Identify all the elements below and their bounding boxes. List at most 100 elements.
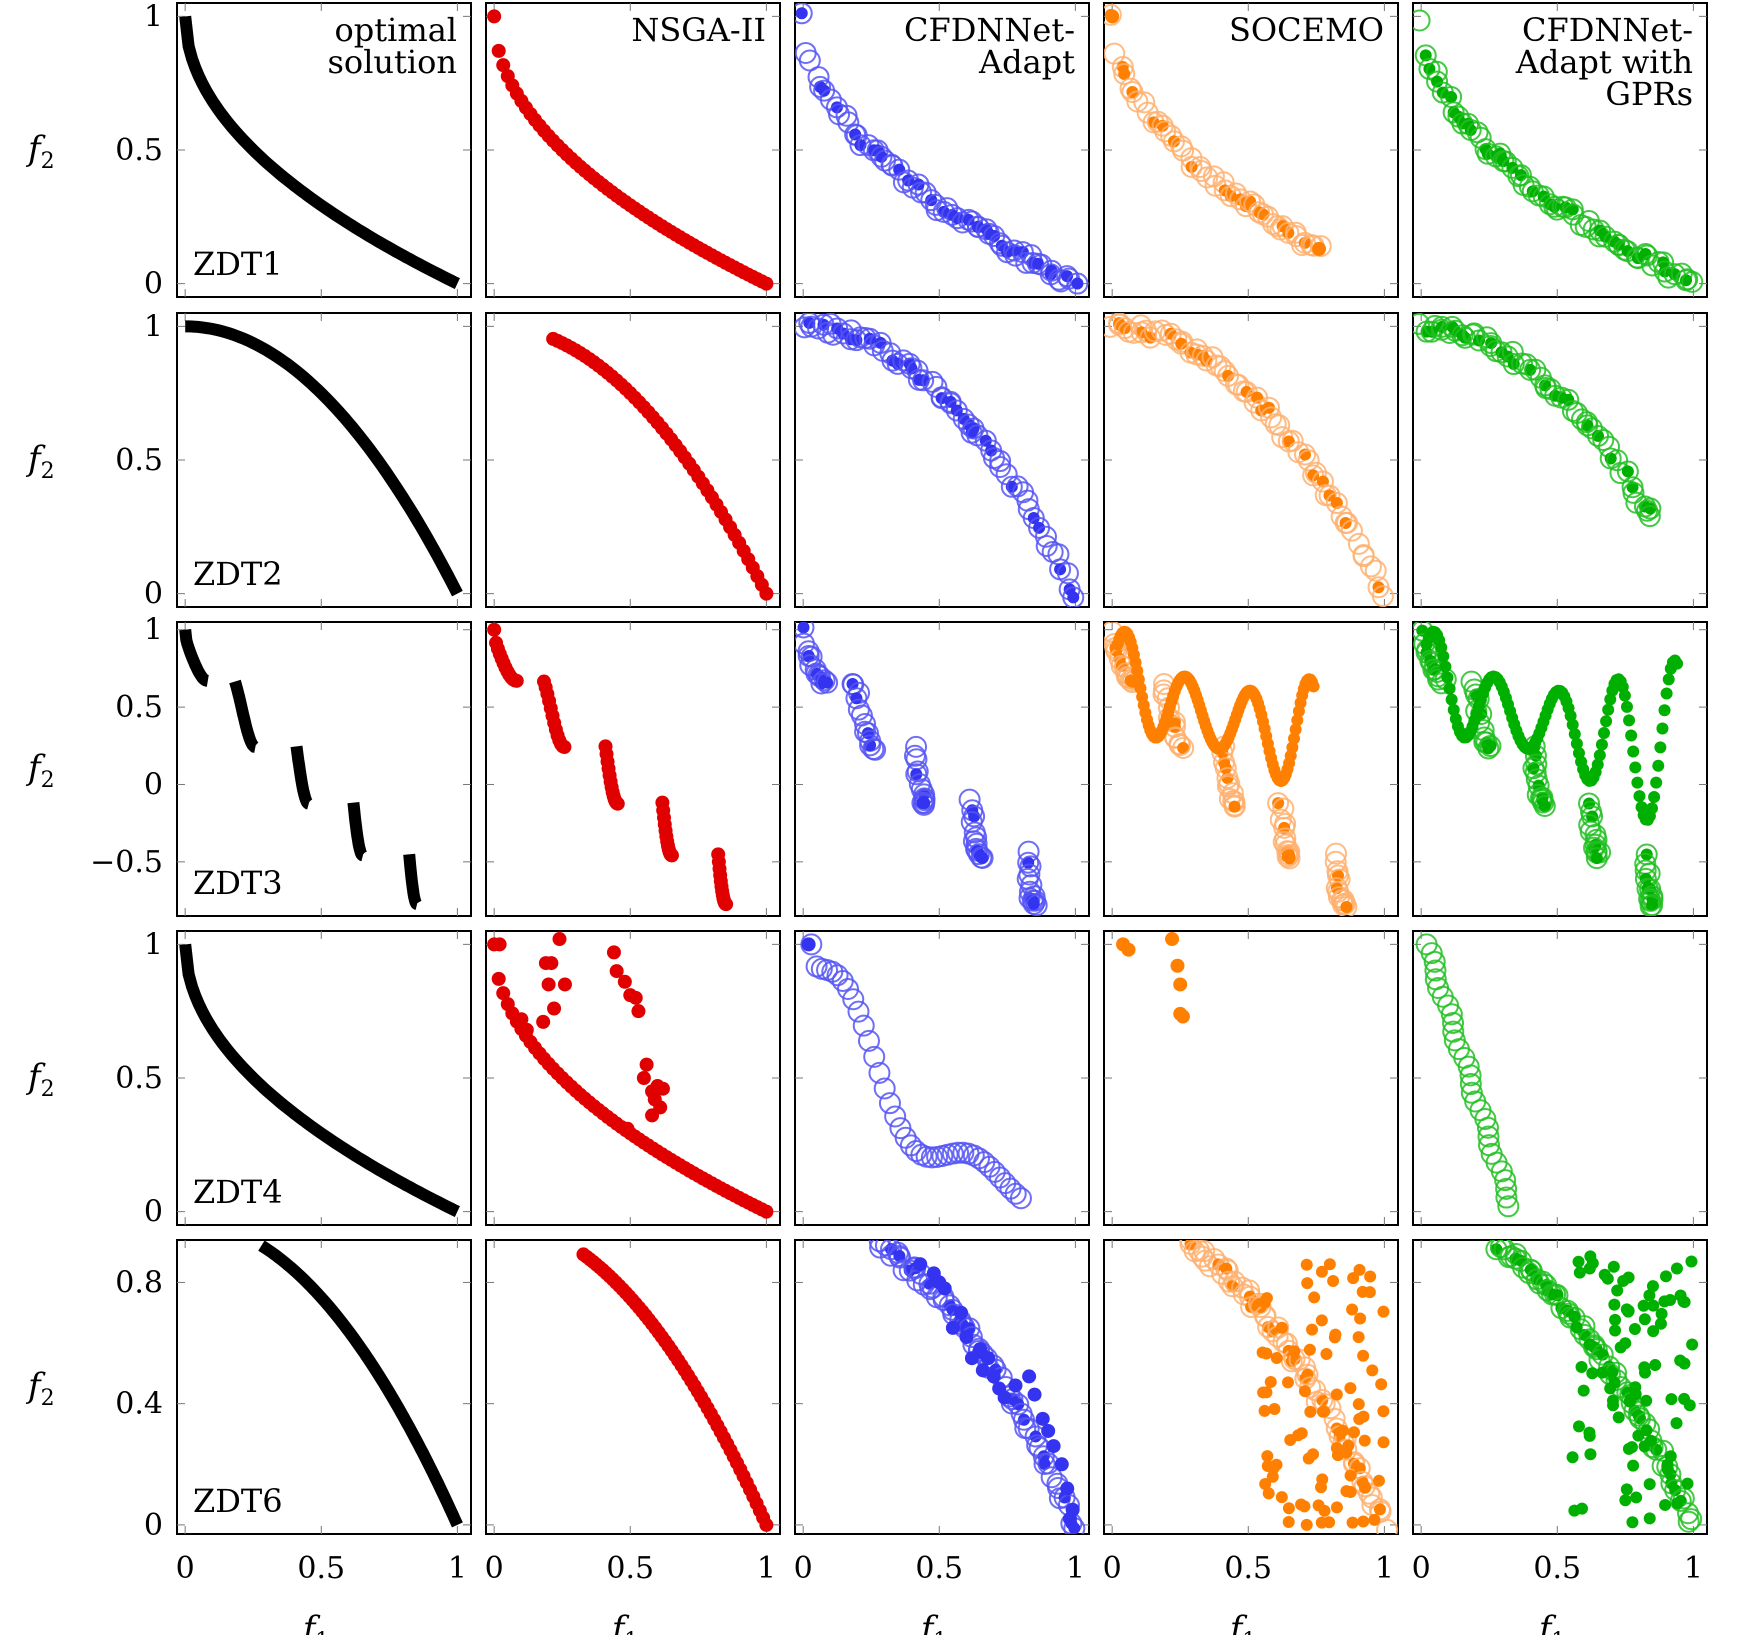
- data-point: [514, 1012, 529, 1027]
- data-point: [1307, 1448, 1320, 1461]
- y-axis-title: f2: [25, 439, 55, 484]
- data-point: [1377, 1405, 1390, 1418]
- optimal-front-segment: [229, 679, 259, 753]
- method-title: CFDNNet-: [904, 11, 1075, 49]
- data-point-hollow: [813, 669, 836, 692]
- data-point: [797, 622, 810, 634]
- plot-area: [795, 313, 1085, 607]
- data-point: [1330, 1388, 1343, 1401]
- data-point-hollow: [1420, 942, 1443, 965]
- data-point-hollow: [1413, 9, 1431, 32]
- data-point: [1121, 942, 1136, 957]
- data-point: [1608, 1376, 1621, 1389]
- data-point-hollow: [1172, 736, 1195, 759]
- panel-frame: [794, 621, 1090, 917]
- x-axis-title: f1: [1227, 1609, 1257, 1635]
- data-point: [1595, 738, 1608, 751]
- data-point-hollow: [1066, 272, 1089, 295]
- data-point: [1681, 1477, 1694, 1490]
- panel-frame: [1412, 2, 1708, 298]
- data-point: [487, 622, 502, 637]
- data-point: [1583, 1262, 1596, 1275]
- data-point: [1372, 1474, 1385, 1487]
- data-point: [818, 84, 831, 97]
- plot-area: [868, 1240, 1086, 1534]
- x-tick-label: 1: [757, 1551, 776, 1586]
- data-point: [1640, 1394, 1653, 1407]
- panel-zdt2-2: [794, 312, 1090, 608]
- data-point: [606, 945, 621, 960]
- data-point-hollow: [945, 399, 968, 422]
- plot-area: [179, 15, 460, 290]
- data-point-hollow: [1589, 219, 1612, 242]
- panel-frame: [1412, 930, 1708, 1226]
- data-point: [1344, 1469, 1357, 1482]
- data-point: [1439, 660, 1452, 673]
- data-point-hollow: [868, 1240, 891, 1253]
- data-point: [1524, 1263, 1537, 1276]
- data-point: [1620, 1303, 1633, 1316]
- panel-frame: [1103, 2, 1399, 298]
- data-point: [1346, 1516, 1359, 1529]
- data-point: [631, 1004, 646, 1019]
- plot-area: [179, 943, 460, 1218]
- y-tick-label: 0: [144, 1195, 163, 1230]
- data-point: [1656, 722, 1669, 735]
- data-point: [1264, 1376, 1277, 1389]
- data-point: [1671, 1497, 1684, 1510]
- data-point: [821, 676, 834, 689]
- data-point: [1177, 741, 1190, 754]
- data-point: [1352, 1398, 1365, 1411]
- data-point: [1105, 9, 1120, 24]
- panel-frame: [176, 2, 472, 298]
- data-point: [1295, 1427, 1308, 1440]
- data-point-hollow: [1496, 345, 1519, 368]
- data-point: [1118, 67, 1131, 80]
- x-tick-label: 1: [448, 1551, 467, 1586]
- data-point: [1284, 1433, 1297, 1446]
- data-point-hollow: [795, 3, 813, 25]
- data-point: [964, 1351, 979, 1366]
- data-point: [1373, 1503, 1386, 1516]
- data-point-hollow: [1196, 166, 1219, 189]
- data-point-hollow: [800, 933, 823, 956]
- x-axis-title: f1: [300, 1609, 330, 1635]
- data-point: [1303, 1343, 1316, 1356]
- data-point-hollow: [1139, 326, 1162, 349]
- data-point: [1358, 1434, 1371, 1447]
- data-point: [1282, 1516, 1295, 1529]
- data-point-hollow: [847, 1000, 870, 1023]
- data-point-hollow: [1260, 406, 1283, 429]
- x-tick-label: 1: [1684, 1551, 1703, 1586]
- data-point: [1659, 1498, 1672, 1511]
- x-tick-label: 0: [485, 1551, 504, 1586]
- plot-area: [1104, 3, 1332, 258]
- data-point: [1628, 1323, 1641, 1336]
- panel-zdt2-4: [1412, 312, 1708, 608]
- data-point: [1347, 1272, 1360, 1285]
- problem-label: ZDT2: [193, 555, 283, 593]
- data-point: [1340, 901, 1353, 914]
- data-point: [617, 974, 632, 989]
- panel-frame: [794, 312, 1090, 608]
- data-point: [893, 1249, 906, 1262]
- data-point-hollow: [1268, 414, 1291, 437]
- data-point: [536, 1014, 551, 1029]
- data-point: [609, 964, 624, 979]
- data-point: [1548, 200, 1561, 213]
- data-point: [1344, 1382, 1357, 1395]
- y-axis-subscript: 2: [41, 1386, 55, 1411]
- data-point-hollow: [989, 456, 1012, 479]
- plot-area: [795, 622, 1048, 916]
- data-point-hollow: [1677, 1510, 1700, 1533]
- data-point: [1584, 1250, 1597, 1263]
- data-point-hollow: [1359, 555, 1382, 578]
- optimal-front-segment: [403, 853, 422, 910]
- data-point-hollow: [1309, 235, 1332, 258]
- data-point: [1008, 1378, 1023, 1393]
- data-point: [1654, 1317, 1667, 1330]
- x-tick-label: 0: [1103, 1551, 1122, 1586]
- data-point: [1445, 91, 1458, 104]
- data-point: [1622, 1271, 1635, 1284]
- data-point-hollow: [905, 1140, 928, 1163]
